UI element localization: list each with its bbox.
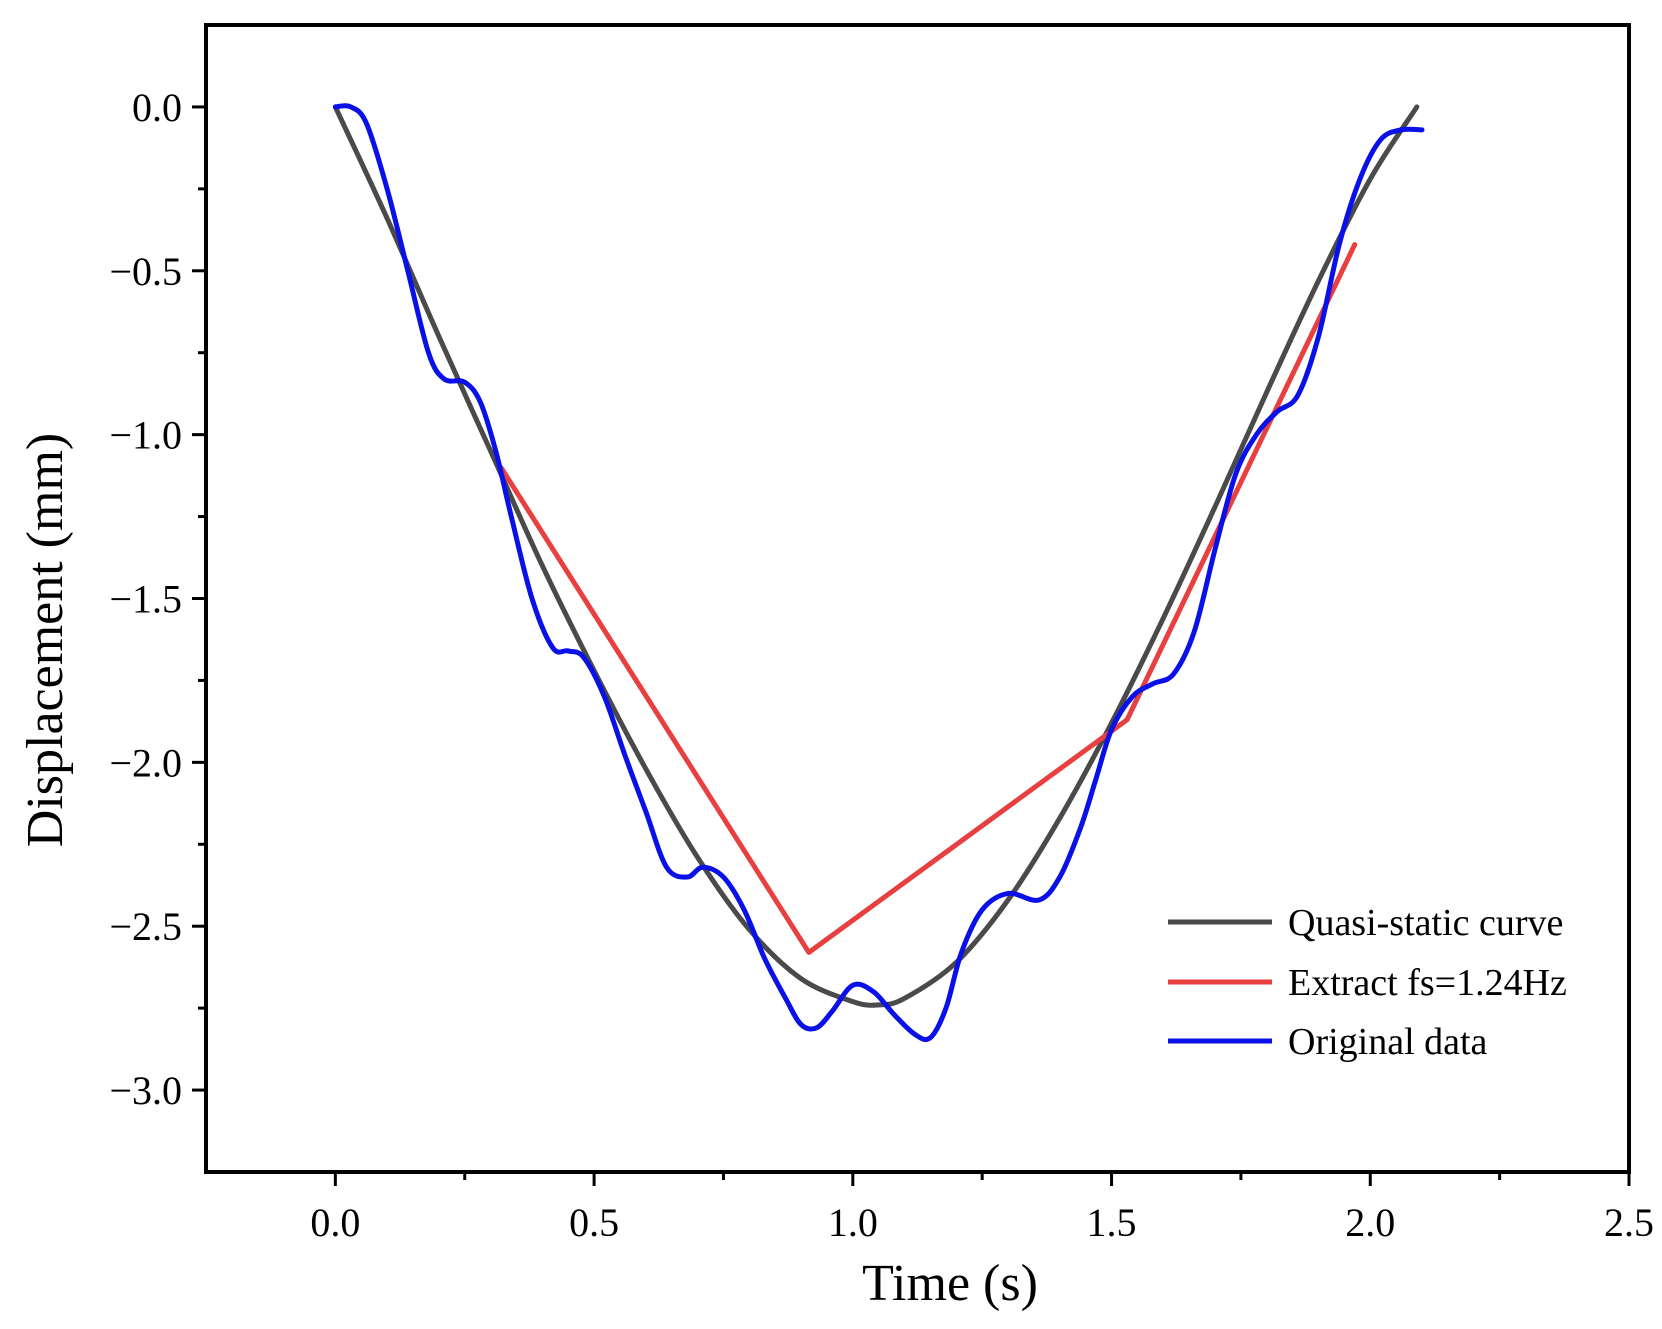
legend-label-original: Original data: [1288, 1021, 1488, 1063]
y-tick-label-0: 0.0: [132, 85, 182, 130]
series-original-data: [332, 103, 1425, 1043]
x-tick-label-2: 1.0: [828, 1200, 878, 1245]
x-tick-label-3: 1.5: [1087, 1200, 1137, 1245]
x-tick-label-0: 0.0: [310, 1200, 360, 1245]
y-axis-title: Displacement (mm): [17, 433, 74, 847]
x-tick-label-5: 2.5: [1604, 1200, 1654, 1245]
x-tick-label-4: 2.0: [1345, 1200, 1395, 1245]
y-tick-label-5: −2.5: [109, 904, 182, 949]
y-tick-label-1: −0.5: [109, 249, 182, 294]
axes-layer: 0.0 0.5 1.0 1.5 2.0 2.5 0.0 −0.5 −1.0 −1.5 −2.0 −2.…: [109, 85, 1654, 1245]
y-tick-label-4: −2.0: [109, 740, 182, 785]
legend-label-quasi-static: Quasi-static curve: [1288, 902, 1563, 944]
y-tick-label-2: −1.0: [109, 413, 182, 458]
series-extract-fs: [498, 242, 1358, 955]
x-tick-label-1: 0.5: [569, 1200, 619, 1245]
y-tick-label-3: −1.5: [109, 577, 182, 622]
legend-label-extract: Extract fs=1.24Hz: [1288, 962, 1567, 1004]
y-tick-label-6: −3.0: [109, 1068, 182, 1113]
legend: Quasi-static curve Extract fs=1.24Hz Ori…: [1168, 902, 1567, 1063]
x-axis-title: Time (s): [862, 1255, 1038, 1312]
series-layer: [332, 103, 1425, 1043]
